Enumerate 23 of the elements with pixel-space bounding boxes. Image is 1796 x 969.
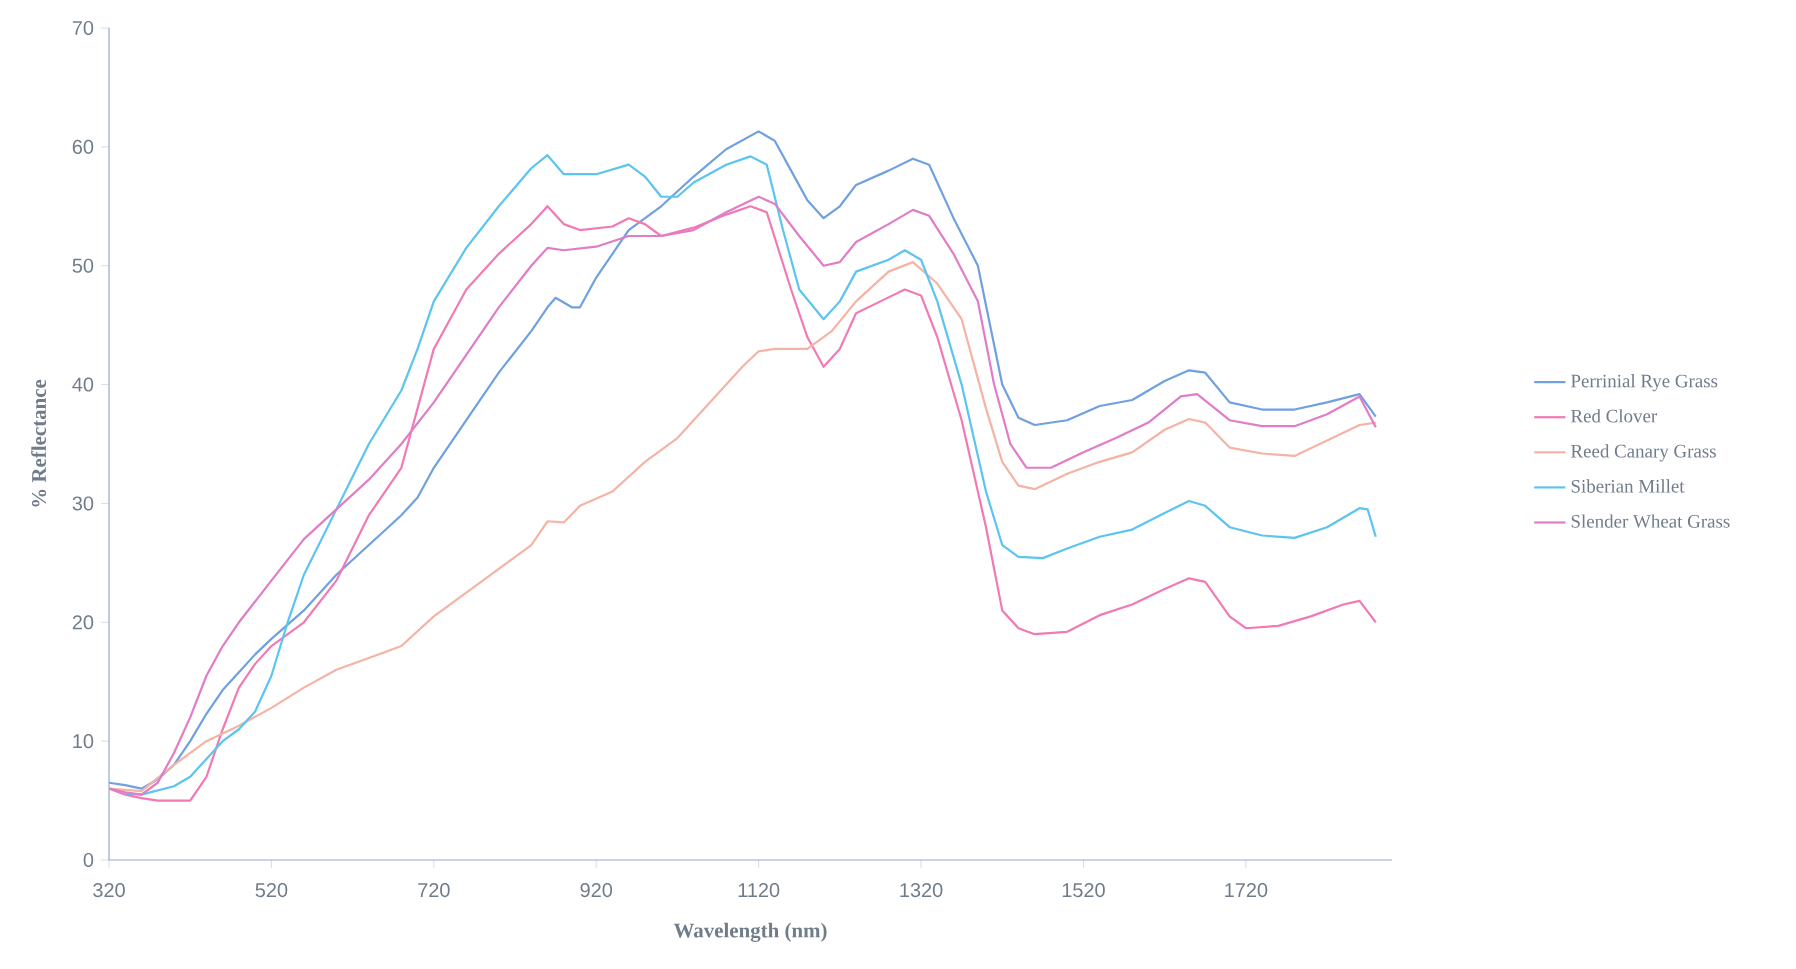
y-tick-label: 20 xyxy=(72,615,94,630)
y-axis-title: % Reflectance xyxy=(31,379,47,507)
x-tick-label: 720 xyxy=(418,883,450,898)
legend-label: Perrinial Rye Grass xyxy=(1571,374,1718,392)
legend-label: Siberian Millet xyxy=(1571,479,1685,493)
x-tick-label: 520 xyxy=(255,883,288,898)
y-tick-label: 70 xyxy=(72,20,94,36)
y-tick-label: 10 xyxy=(73,734,94,749)
legend-label: Slender Wheat Grass xyxy=(1571,514,1730,528)
x-axis-title: Wavelength (nm) xyxy=(673,922,827,942)
legend-label: Red Clover xyxy=(1571,409,1658,423)
x-tick-label: 1520 xyxy=(1062,883,1105,898)
x-tick-label: 1320 xyxy=(900,883,943,898)
legend-label: Reed Canary Grass xyxy=(1571,444,1716,462)
x-tick-label: 320 xyxy=(93,883,125,898)
x-tick-label: 1120 xyxy=(738,883,780,898)
y-tick-label: 40 xyxy=(72,377,94,392)
y-tick-label: 50 xyxy=(72,258,94,273)
y-tick-label: 0 xyxy=(83,852,94,868)
y-tick-label: 60 xyxy=(72,139,94,154)
y-tick-label: 30 xyxy=(72,496,94,511)
x-tick-label: 920 xyxy=(580,883,613,898)
x-tick-label: 1720 xyxy=(1225,883,1268,898)
